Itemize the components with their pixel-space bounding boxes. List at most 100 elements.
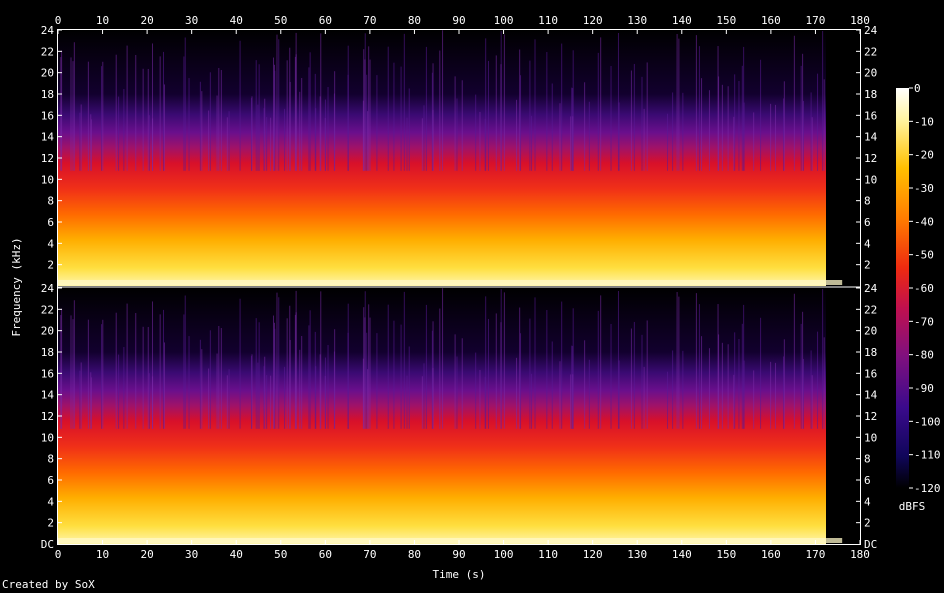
colorbar-tick-label: -110 bbox=[914, 449, 941, 462]
x-tick-label-top: 30 bbox=[185, 14, 198, 27]
y-tick-label-right: 4 bbox=[864, 237, 871, 250]
y-tick-label-left: 8 bbox=[47, 195, 54, 208]
x-tick-label-top: 160 bbox=[761, 14, 781, 27]
y-tick-label-left: 2 bbox=[47, 259, 54, 272]
colorbar: 0 -10 -20 -30 -40 -50 -60 -70 -80 -90 -100 -110 -120… bbox=[896, 82, 941, 513]
y-tick-label-left: 6 bbox=[47, 474, 54, 487]
y-tick-label-right: 2 bbox=[864, 517, 871, 530]
colorbar-tick-label: -40 bbox=[914, 215, 934, 228]
y-tick-label-left: 8 bbox=[47, 453, 54, 466]
y-tick-label-left: 16 bbox=[41, 109, 54, 122]
x-tick-label-bottom: 70 bbox=[363, 548, 376, 561]
x-axis-title: Time (s) bbox=[433, 568, 486, 581]
x-tick-label-top: 110 bbox=[538, 14, 558, 27]
y-tick-label-left: 10 bbox=[41, 173, 54, 186]
x-tick-label-bottom: 180 bbox=[850, 548, 870, 561]
y-tick-label-right-dc: DC bbox=[864, 538, 877, 551]
y-tick-label-right: 4 bbox=[864, 495, 871, 508]
colorbar-tick-label: -30 bbox=[914, 182, 934, 195]
y-tick-label-left: 18 bbox=[41, 346, 54, 359]
y-tick-label-right: 20 bbox=[864, 67, 877, 80]
low-frequency-band bbox=[58, 538, 843, 543]
x-tick-label-top: 100 bbox=[494, 14, 514, 27]
y-tick-label-right: 24 bbox=[864, 24, 878, 37]
x-axis-bottom: 0 10 20 30 40 50 60 70 80 90 100 110 120 130 140 150 160… bbox=[55, 540, 870, 561]
colorbar-tick-label: -60 bbox=[914, 282, 934, 295]
y-tick-label-right: 2 bbox=[864, 259, 871, 272]
y-tick-label-left: 12 bbox=[41, 410, 54, 423]
x-tick-label-top: 170 bbox=[806, 14, 826, 27]
x-tick-label-top: 140 bbox=[672, 14, 692, 27]
x-tick-label-bottom: 40 bbox=[230, 548, 243, 561]
channel-1-panel bbox=[58, 30, 843, 286]
colorbar-tick-label: -20 bbox=[914, 149, 934, 162]
colorbar-tick-label: -70 bbox=[914, 315, 934, 328]
x-tick-label-top: 50 bbox=[274, 14, 287, 27]
x-tick-label-bottom: 100 bbox=[494, 548, 514, 561]
x-tick-label-top: 120 bbox=[583, 14, 603, 27]
colorbar-tick-label: -100 bbox=[914, 415, 941, 428]
colorbar-tick-label: -10 bbox=[914, 115, 934, 128]
y-tick-label-right: 6 bbox=[864, 474, 871, 487]
y-tick-label-right: 22 bbox=[864, 45, 877, 58]
x-axis-top: 0 10 20 30 40 50 60 70 80 90 100 110 120 130 140 150 160… bbox=[55, 14, 870, 34]
y-tick-label-left: 14 bbox=[41, 389, 55, 402]
y-tick-label-left: 12 bbox=[41, 152, 54, 165]
x-tick-label-bottom: 60 bbox=[319, 548, 332, 561]
y-tick-label-left: 16 bbox=[41, 367, 54, 380]
colorbar-tick-label: -80 bbox=[914, 349, 934, 362]
x-tick-label-top: 150 bbox=[716, 14, 736, 27]
x-tick-label-bottom: 120 bbox=[583, 548, 603, 561]
y-tick-label-left: 18 bbox=[41, 88, 54, 101]
y-tick-label-right: 14 bbox=[864, 131, 878, 144]
x-tick-label-bottom: 50 bbox=[274, 548, 287, 561]
colorbar-tick-label: -120 bbox=[914, 482, 941, 495]
x-tick-label-bottom: 30 bbox=[185, 548, 198, 561]
y-tick-label-right: 10 bbox=[864, 431, 877, 444]
x-tick-label-bottom: 0 bbox=[55, 548, 62, 561]
y-tick-label-right: 10 bbox=[864, 173, 877, 186]
low-frequency-band bbox=[58, 280, 843, 285]
y-tick-label-right: 16 bbox=[864, 109, 877, 122]
y-tick-label-right: 18 bbox=[864, 88, 877, 101]
colorbar-ticks: 0 -10 -20 -30 -40 -50 -60 -70 -80 -90 -100 -110 -120 bbox=[909, 82, 941, 495]
y-tick-label-left: 4 bbox=[47, 237, 54, 250]
y-axis-left: 2468101214161820222424681012141618202224… bbox=[41, 24, 62, 551]
y-tick-label-right: 12 bbox=[864, 410, 877, 423]
y-tick-label-right: 8 bbox=[864, 453, 871, 466]
x-tick-label-bottom: 110 bbox=[538, 548, 558, 561]
y-tick-label-right: 8 bbox=[864, 195, 871, 208]
x-tick-label-top: 90 bbox=[452, 14, 465, 27]
x-tick-label-bottom: 90 bbox=[452, 548, 465, 561]
y-axis-title: Frequency (kHz) bbox=[10, 237, 23, 336]
y-tick-label-right: 14 bbox=[864, 389, 878, 402]
y-axis-right: 2468101214161820222424681012141618202224… bbox=[856, 24, 878, 551]
x-tick-label-top: 130 bbox=[627, 14, 647, 27]
channel-2-transient-streaks bbox=[58, 288, 843, 543]
y-tick-label-right: 16 bbox=[864, 367, 877, 380]
channel-2-energy-area bbox=[58, 288, 826, 544]
x-tick-label-top: 20 bbox=[140, 14, 153, 27]
y-tick-label-left: 20 bbox=[41, 67, 54, 80]
channel-1-energy-area bbox=[58, 30, 826, 286]
y-tick-label-left: 4 bbox=[47, 495, 54, 508]
y-tick-label-right: 20 bbox=[864, 325, 877, 338]
y-tick-label-left-dc: DC bbox=[41, 538, 54, 551]
x-tick-label-top: 0 bbox=[55, 14, 62, 27]
x-tick-label-top: 180 bbox=[850, 14, 870, 27]
x-tick-label-top: 70 bbox=[363, 14, 376, 27]
colorbar-title: dBFS bbox=[899, 500, 926, 513]
x-tick-label-bottom: 150 bbox=[716, 548, 736, 561]
footer-credit: Created by SoX bbox=[2, 578, 95, 591]
colorbar-tick-label: 0 bbox=[914, 82, 921, 95]
y-tick-label-left: 22 bbox=[41, 303, 54, 316]
x-tick-label-top: 10 bbox=[96, 14, 109, 27]
colorbar-gradient bbox=[896, 88, 909, 488]
y-tick-label-left: 6 bbox=[47, 216, 54, 229]
y-tick-label-left: 14 bbox=[41, 131, 55, 144]
x-tick-label-bottom: 10 bbox=[96, 548, 109, 561]
y-tick-label-right: 12 bbox=[864, 152, 877, 165]
y-tick-label-right: 24 bbox=[864, 282, 878, 295]
y-tick-label-left: 24 bbox=[41, 282, 55, 295]
y-tick-label-left: 22 bbox=[41, 45, 54, 58]
